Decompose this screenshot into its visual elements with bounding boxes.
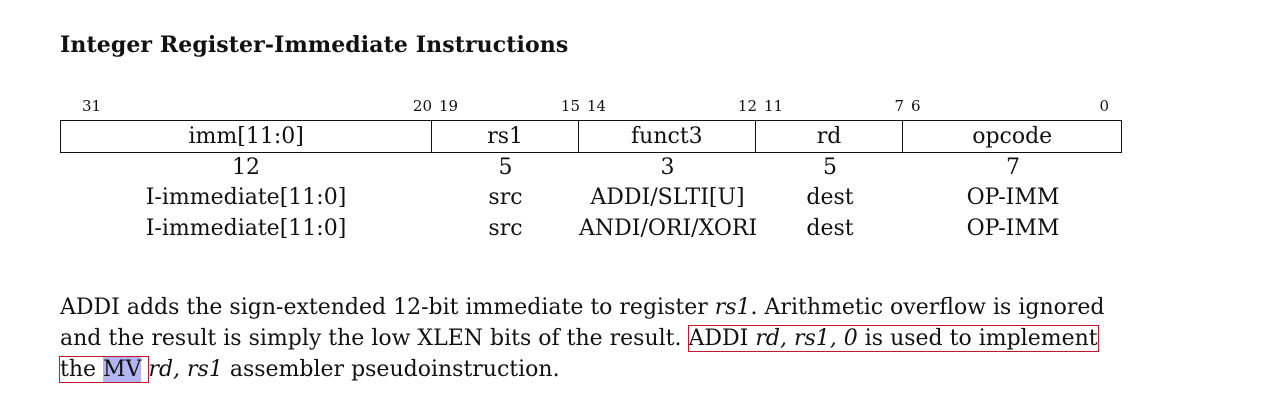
encoding-cell: dest: [806, 216, 854, 241]
field-opcode: opcode: [972, 124, 1053, 149]
encoding-cell: ANDI/ORI/XORI: [579, 216, 758, 241]
description-paragraph[interactable]: ADDI adds the sign-extended 12-bit immed…: [59, 292, 1128, 385]
bit-number: 15: [560, 97, 580, 115]
field-imm: imm[11:0]: [61, 121, 433, 152]
encoding-cell: OP-IMM: [966, 185, 1060, 210]
text-run: ADDI: [688, 326, 756, 351]
highlight-box[interactable]: ADDI rd, rs1, 0 is used to implement the…: [59, 325, 1099, 383]
text-run-italic: rs1: [714, 295, 751, 320]
width-funct3: 3: [660, 155, 675, 180]
bit-number: 7: [894, 97, 904, 115]
text-run: assembler pseudoinstruction.: [222, 357, 560, 382]
encoding-cell: I-immediate[11:0]: [145, 216, 347, 241]
encoding-cell: src: [488, 185, 523, 210]
text-run: . Arithmetic overflow is ignored and the…: [60, 295, 1105, 351]
bit-number: 12: [737, 97, 757, 115]
bit-number: 14: [587, 97, 607, 115]
text-run-italic: rd, rs1: [148, 357, 223, 382]
bit-number: 20: [412, 97, 432, 115]
bit-number: 0: [1099, 97, 1109, 115]
width-rd: 5: [823, 155, 837, 180]
encoding-cell: OP-IMM: [966, 216, 1060, 241]
section-heading: Integer Register-Immediate Instructions: [60, 32, 569, 58]
bit-number: 31: [82, 97, 102, 115]
text-run: is used to implement the: [60, 326, 1098, 382]
instruction-format-box: imm[11:0] rs1 funct3 rd opcode: [60, 120, 1122, 153]
bit-number: 11: [764, 97, 784, 115]
encoding-cell: I-immediate[11:0]: [145, 185, 347, 210]
text-run-italic: rd, rs1, 0: [755, 326, 858, 351]
encoding-cell: ADDI/SLTI[U]: [590, 185, 745, 210]
width-opcode: 7: [1006, 155, 1020, 180]
field-funct3: funct3: [579, 121, 756, 152]
field-widths-row: 12 5 3 5 7: [60, 154, 1122, 182]
encoding-cell: src: [488, 216, 523, 241]
selected-text[interactable]: MV: [103, 357, 142, 382]
field-rd: rd: [756, 121, 904, 152]
width-imm: 12: [232, 155, 260, 180]
bit-number: 19: [439, 97, 459, 115]
width-rs1: 5: [498, 155, 513, 180]
field-rs1: rs1: [432, 121, 580, 152]
encoding-cell: dest: [806, 185, 854, 210]
encoding-row: I-immediate[11:0] src ADDI/SLTI[U] dest …: [60, 184, 1122, 212]
bit-number: 6: [911, 97, 921, 115]
encoding-row: I-immediate[11:0] src ANDI/ORI/XORI dest…: [60, 215, 1122, 243]
text-run: ADDI adds the sign-extended 12-bit immed…: [60, 295, 715, 320]
